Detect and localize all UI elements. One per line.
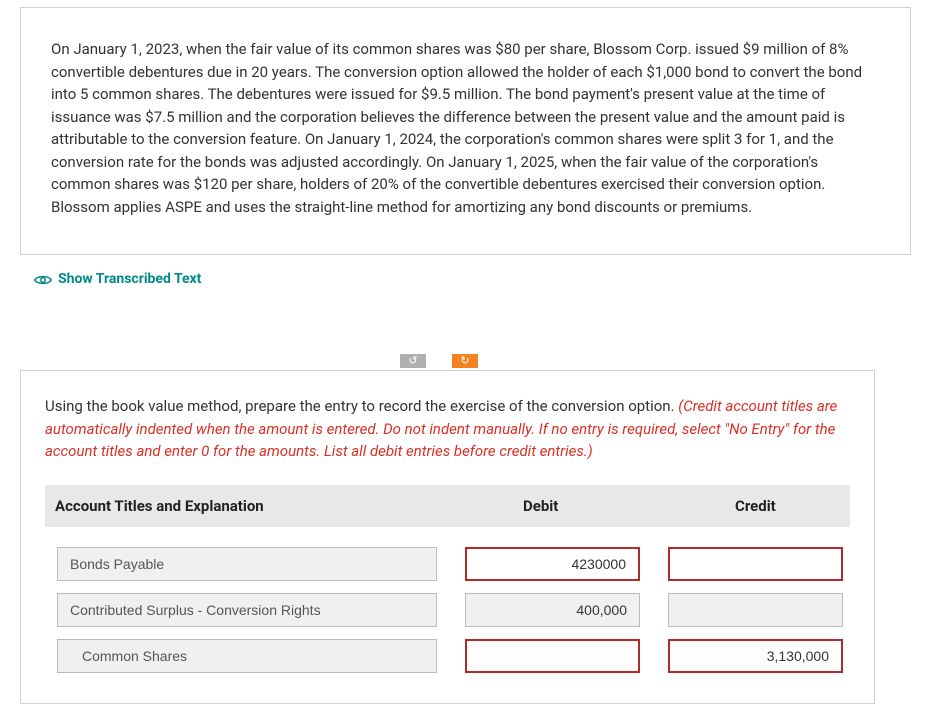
problem-text: On January 1, 2023, when the fair value … [21,8,910,254]
account-input[interactable] [57,593,437,627]
show-transcribed-label: Show Transcribed Text [58,269,201,290]
answer-toolbar: ↺ ↻ [400,354,478,368]
debit-input[interactable] [465,639,640,673]
entries-container [45,527,850,673]
instruction-plain: Using the book value method, prepare the… [45,397,678,415]
entry-row [45,581,850,627]
account-input[interactable] [57,547,437,581]
eye-icon [34,274,52,286]
undo-button-2[interactable]: ↺ [400,354,426,368]
credit-input[interactable] [668,547,843,581]
problem-card: On January 1, 2023, when the fair value … [20,7,911,255]
credit-input[interactable] [668,639,843,673]
credit-input[interactable] [668,593,843,627]
answer-instructions: Using the book value method, prepare the… [45,395,850,463]
header-credit: Credit [675,495,835,518]
entry-row [45,627,850,673]
redo-button-2[interactable]: ↻ [452,354,478,368]
account-input[interactable] [57,639,437,673]
header-account: Account Titles and Explanation [55,495,495,518]
header-debit: Debit [495,495,675,518]
show-transcribed-link[interactable]: Show Transcribed Text [34,269,909,290]
entry-row [45,527,850,581]
answer-card: Using the book value method, prepare the… [20,370,875,704]
table-header: Account Titles and Explanation Debit Cre… [45,485,850,528]
debit-input[interactable] [465,547,640,581]
debit-input[interactable] [465,593,640,627]
